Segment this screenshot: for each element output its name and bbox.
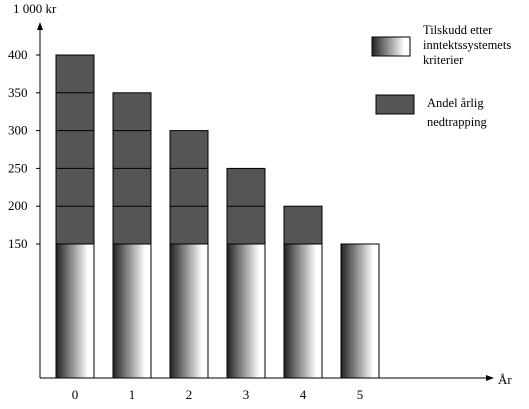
- legend-label-reduction: Andel årlig nedtrapping: [427, 96, 487, 129]
- x-tick-label: 4: [300, 387, 307, 402]
- bar-reduction-segment: [283, 205, 323, 245]
- bar-base-segment: [112, 243, 152, 379]
- legend-label-base: Tilskudd etter inntektssystemets kriteri…: [423, 23, 514, 67]
- y-tick-label: 200: [8, 198, 28, 213]
- x-axis-arrow: [486, 375, 494, 381]
- bar-base-segment: [55, 243, 95, 379]
- y-axis-title: 1 000 kr: [13, 1, 57, 16]
- x-axis-title: År: [498, 372, 512, 387]
- x-tick-label: 3: [243, 387, 250, 402]
- y-tick-label: 250: [8, 160, 28, 175]
- y-tick-label: 350: [8, 85, 28, 100]
- x-tick-label: 0: [72, 387, 79, 402]
- bar-reduction-segment: [55, 54, 95, 245]
- legend-swatch-reduction: [375, 94, 415, 115]
- bar-base-segment: [226, 243, 266, 379]
- y-tick-label: 400: [8, 47, 28, 62]
- bar-base-segment: [340, 243, 380, 379]
- x-tick-label: 1: [129, 387, 136, 402]
- bar-base-segment: [283, 243, 323, 379]
- legend: Tilskudd etter inntektssystemets kriteri…: [371, 23, 514, 129]
- y-tick-label: 150: [8, 236, 28, 251]
- y-tick-label: 300: [8, 123, 28, 138]
- legend-swatch-base: [371, 36, 411, 57]
- x-tick-label: 5: [357, 387, 364, 402]
- bar-reduction-segment: [169, 130, 209, 245]
- x-tick-label: 2: [186, 387, 193, 402]
- y-axis-arrow: [37, 22, 43, 30]
- bar-base-segment: [169, 243, 209, 379]
